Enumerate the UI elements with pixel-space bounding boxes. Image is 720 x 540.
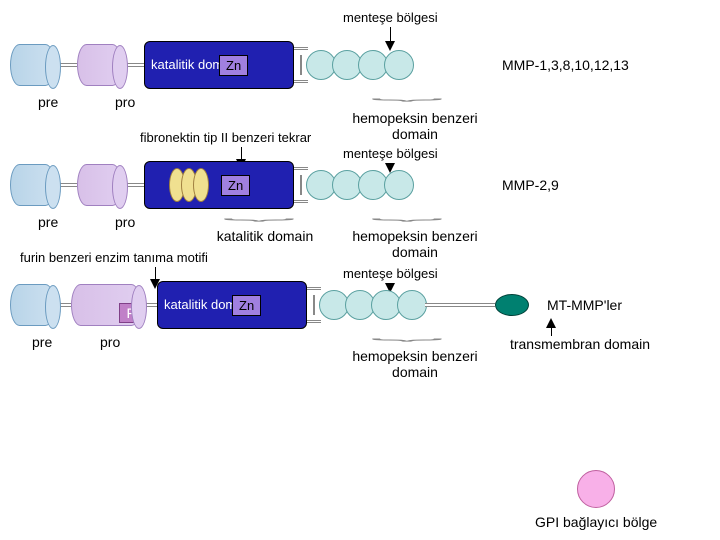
hinge-label-3: menteşe bölgesi <box>343 266 438 281</box>
pre-domain-3 <box>10 284 55 326</box>
gpi-region: GPI bağlayıcı bölge <box>535 470 657 530</box>
brace-cat: ⏟ <box>223 205 295 222</box>
pro-domain <box>77 44 122 86</box>
hemopexin-label-3: hemopeksin benzeri domain <box>340 348 490 380</box>
brace-2: ⏟ <box>371 205 443 222</box>
pre-label-2: pre <box>38 214 58 230</box>
zn-box-2: Zn <box>221 175 250 196</box>
pre-label: pre <box>38 94 58 110</box>
pre-label-3: pre <box>32 334 52 350</box>
hemopexin-domain <box>308 50 412 80</box>
furin-label: furin benzeri enzim tanıma motifi <box>20 250 208 265</box>
catalytic-label: katalitik domain <box>151 58 211 72</box>
pre-domain <box>10 44 55 86</box>
hemopexin-domain-2 <box>308 170 412 200</box>
brace-1: ⏟ <box>371 85 443 102</box>
catalytic-label-3: katalitik domain <box>164 298 224 312</box>
row-1: menteşe bölgesi katalitik domain Zn MMP-… <box>10 40 710 90</box>
transmembrane-label: transmembran domain <box>500 336 660 352</box>
catalytic-domain: katalitik domain Zn <box>144 41 294 89</box>
furin-box: F <box>119 303 142 323</box>
catalytic-domain-2: Zn <box>144 161 294 209</box>
mmp-label-3: MT-MMP'ler <box>547 297 622 313</box>
brace-3: ⏟ <box>371 325 443 342</box>
row-2: fibronektin tip II benzeri tekrar menteş… <box>10 160 710 210</box>
protein-3: F katalitik domain Zn MT-MMP'ler <box>10 280 710 330</box>
hemopexin-label: hemopeksin benzeri domain <box>340 110 490 142</box>
hinge-label: menteşe bölgesi <box>343 10 438 25</box>
protein-2: Zn MMP-2,9 <box>10 160 710 210</box>
hinge-label-2: menteşe bölgesi <box>343 146 438 161</box>
catalytic-domain-3: katalitik domain Zn <box>157 281 307 329</box>
fibronectin-repeats <box>171 168 207 202</box>
hemopexin-label-2: hemopeksin benzeri domain <box>340 228 490 260</box>
hemopexin-domain-3 <box>321 290 425 320</box>
mmp-label-1: MMP-1,3,8,10,12,13 <box>502 57 629 73</box>
zn-box: Zn <box>219 55 248 76</box>
gpi-label: GPI bağlayıcı bölge <box>535 514 657 530</box>
catalytic-label-2: katalitik domain <box>200 228 330 244</box>
mmp-label-2: MMP-2,9 <box>502 177 559 193</box>
pro-domain-2 <box>77 164 122 206</box>
transmembrane-domain <box>495 294 529 316</box>
tm-arrow <box>546 318 556 336</box>
pro-domain-3: F <box>71 284 141 326</box>
row-3: furin benzeri enzim tanıma motifi menteş… <box>10 280 710 330</box>
fibronectin-label: fibronektin tip II benzeri tekrar <box>140 130 311 145</box>
pre-domain-2 <box>10 164 55 206</box>
pro-label-2: pro <box>115 214 135 230</box>
protein-1: katalitik domain Zn MMP-1,3,8,10,12,13 <box>10 40 710 90</box>
zn-box-3: Zn <box>232 295 261 316</box>
pro-label: pro <box>115 94 135 110</box>
gpi-circle <box>577 470 615 508</box>
pro-label-3: pro <box>100 334 120 350</box>
